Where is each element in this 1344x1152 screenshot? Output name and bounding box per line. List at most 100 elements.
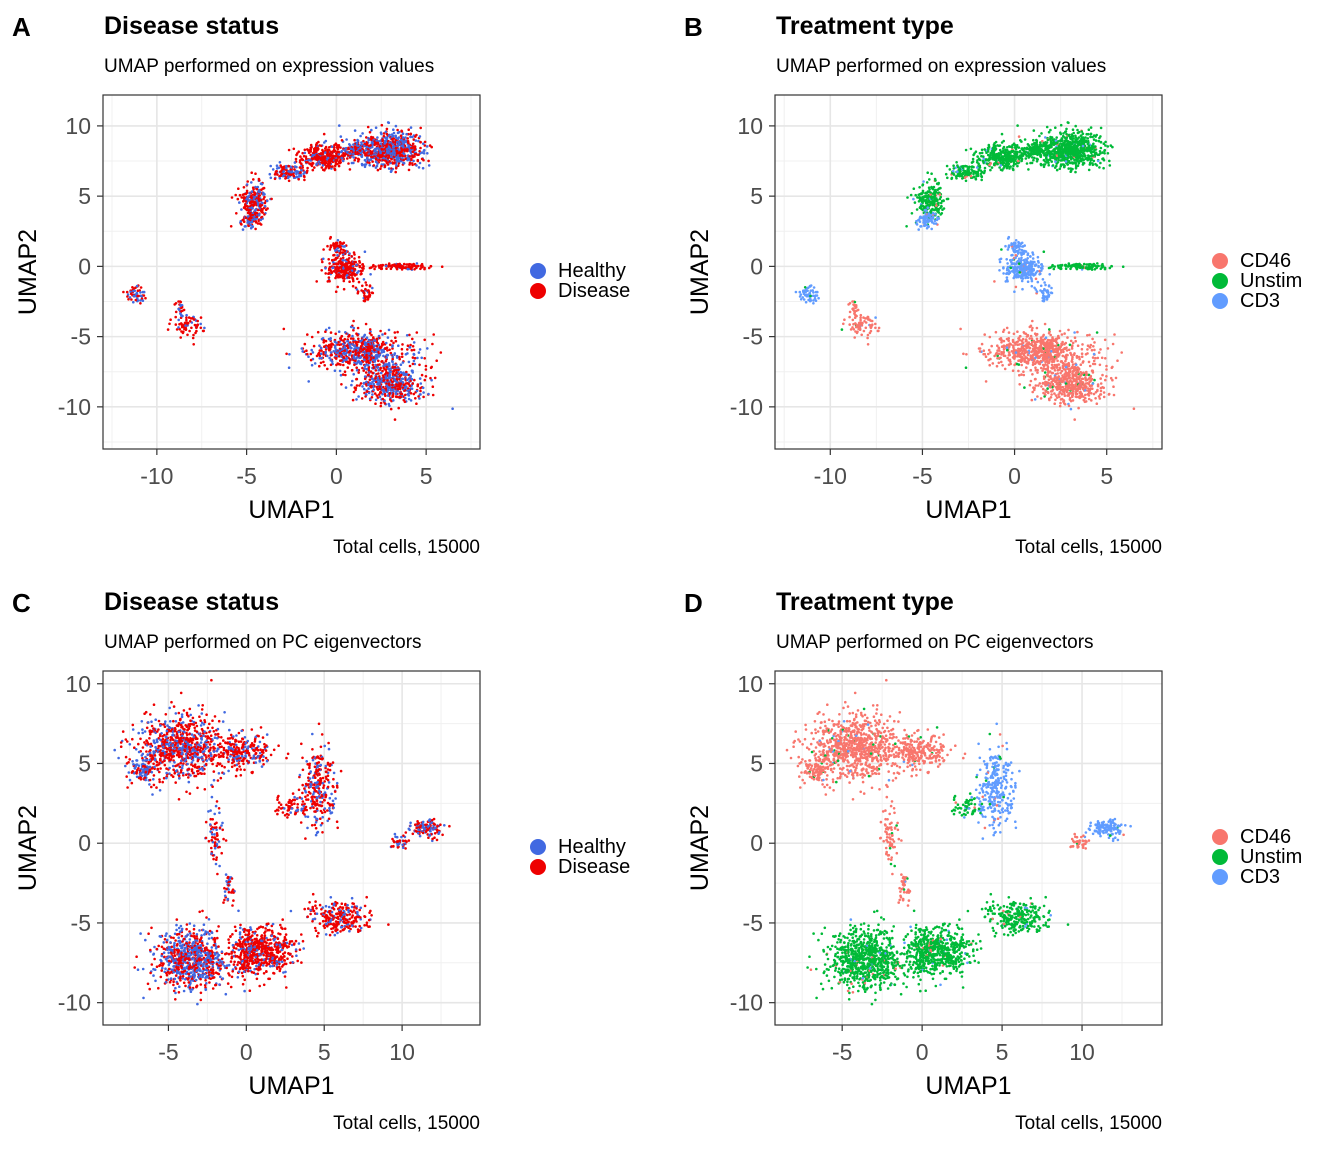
data-point <box>370 375 373 378</box>
data-point <box>999 149 1002 152</box>
data-point <box>386 379 389 382</box>
data-point <box>972 158 975 161</box>
data-point <box>300 169 303 172</box>
data-point <box>1049 129 1052 132</box>
data-point <box>1043 163 1046 166</box>
data-point <box>377 372 380 375</box>
data-point <box>200 316 203 319</box>
data-point <box>1066 152 1069 155</box>
data-point <box>403 263 406 266</box>
data-point <box>421 263 424 266</box>
data-point <box>389 344 392 347</box>
data-point <box>318 357 321 360</box>
data-point <box>371 377 374 380</box>
data-point <box>328 349 331 352</box>
data-point <box>435 359 438 362</box>
data-point <box>1066 136 1069 139</box>
data-point <box>339 160 342 163</box>
data-point <box>331 267 334 270</box>
data-point <box>1001 141 1004 144</box>
data-point <box>393 154 396 157</box>
data-point <box>350 147 353 150</box>
data-point <box>419 162 422 165</box>
data-point <box>328 162 331 165</box>
data-point <box>402 386 405 389</box>
data-point <box>1043 154 1046 157</box>
data-point <box>340 257 343 260</box>
data-point <box>189 320 192 323</box>
data-point <box>1016 151 1019 154</box>
data-point <box>334 249 337 252</box>
data-point <box>413 379 416 382</box>
data-point <box>248 212 251 215</box>
data-point <box>202 330 205 333</box>
data-point <box>356 369 359 372</box>
data-point <box>1024 138 1027 141</box>
data-point <box>918 186 921 189</box>
data-point <box>360 141 363 144</box>
data-point <box>400 393 403 396</box>
data-point <box>406 334 409 337</box>
data-point <box>1035 139 1038 142</box>
data-point <box>331 272 334 275</box>
data-point <box>1102 167 1105 170</box>
data-point <box>327 280 330 283</box>
data-point <box>373 268 376 271</box>
data-point <box>374 402 377 405</box>
data-point <box>1001 133 1004 136</box>
data-point <box>127 298 130 301</box>
data-point <box>335 268 338 271</box>
data-point <box>380 402 383 405</box>
data-point <box>188 330 191 333</box>
data-point <box>346 349 349 352</box>
data-point <box>1089 149 1092 152</box>
data-point <box>337 153 340 156</box>
data-point <box>254 228 257 231</box>
data-point <box>412 263 415 266</box>
data-point <box>922 221 925 224</box>
data-point <box>431 343 434 346</box>
data-point <box>339 350 342 353</box>
data-point <box>408 334 411 337</box>
data-point <box>370 386 373 389</box>
data-point <box>378 149 381 152</box>
data-point <box>352 143 355 146</box>
data-point <box>1082 159 1085 162</box>
data-point <box>402 361 405 364</box>
data-point <box>411 371 414 374</box>
data-point <box>377 369 380 372</box>
data-point <box>1006 146 1009 149</box>
data-point <box>981 149 984 152</box>
data-point <box>324 330 327 333</box>
data-point <box>340 157 343 160</box>
data-point <box>418 364 421 367</box>
data-point <box>329 246 332 249</box>
data-point <box>367 387 370 390</box>
data-point <box>385 160 388 163</box>
data-point <box>428 164 431 167</box>
data-point <box>254 172 257 175</box>
data-point <box>408 384 411 387</box>
data-point <box>323 141 326 144</box>
data-point <box>142 299 145 302</box>
data-point <box>347 366 350 369</box>
data-point <box>1038 149 1041 152</box>
data-point <box>363 388 366 391</box>
data-point <box>1074 125 1077 128</box>
data-point <box>384 140 387 143</box>
data-point <box>342 274 345 277</box>
data-point <box>932 188 935 191</box>
data-point <box>323 162 326 165</box>
data-point <box>355 332 358 335</box>
data-point <box>323 133 326 136</box>
data-point <box>373 339 376 342</box>
data-point <box>982 161 985 164</box>
data-point <box>432 333 435 336</box>
data-point <box>357 270 360 273</box>
data-point <box>354 129 357 132</box>
data-point <box>333 150 336 153</box>
data-point <box>1073 154 1076 157</box>
data-point <box>179 328 182 331</box>
data-point <box>299 171 302 174</box>
data-point <box>423 267 426 270</box>
